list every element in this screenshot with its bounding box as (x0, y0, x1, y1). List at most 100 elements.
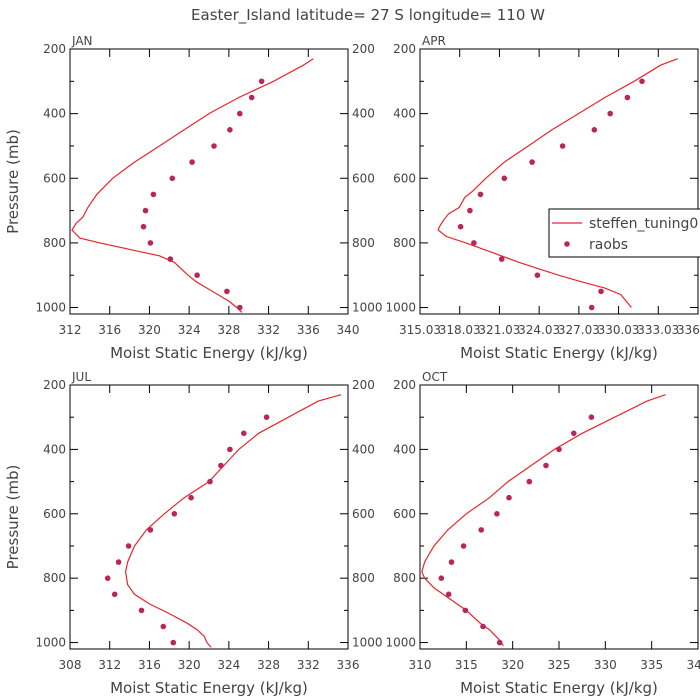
panel-oct: OCT3103153203253303353402002004004006006… (385, 370, 700, 697)
y-tick-label: 600 (393, 507, 416, 521)
x-tick-label: 320 (138, 323, 161, 337)
x-tick-label: 327.03 (558, 323, 600, 337)
raobs-point (227, 446, 233, 453)
raobs-point (142, 207, 149, 214)
raobs-point (477, 191, 484, 198)
raobs-point (460, 543, 467, 549)
x-tick-label: 315.03 (399, 323, 441, 337)
raobs-point (448, 559, 455, 565)
x-axis-label: Moist Static Energy (kJ/kg) (110, 344, 308, 362)
y-tick-label-right: 200 (352, 42, 375, 56)
y-tick-label-right: 800 (352, 236, 375, 250)
y-tick-label: 400 (43, 442, 66, 456)
raobs-point (169, 175, 176, 182)
panel-jan: JAN 312 316 320 324 328 332 336 340 200 200 400 400 6… (4, 34, 383, 362)
x-tick-label: 332 (297, 658, 320, 672)
raobs-point (529, 159, 535, 165)
x-tick-label: 336.03 (677, 323, 700, 337)
y-tick-label-right: 400 (352, 107, 375, 121)
y-tick-label: 1000 (35, 636, 66, 650)
raobs-point (559, 143, 566, 149)
x-tick-label: 320 (501, 658, 524, 672)
raobs-point (104, 575, 111, 581)
panel-jul: JUL 308 312 316 320 324 328 332 336 200 200 400 400 6… (4, 370, 383, 697)
series-line-steffen-tuning0 (124, 394, 342, 648)
y-tick-label: 400 (43, 107, 66, 121)
raobs-point (506, 494, 512, 501)
raobs-point (147, 527, 154, 533)
raobs-point (188, 494, 194, 501)
x-tick-label: 324 (178, 323, 201, 337)
y-axis-label: Pressure (mb) (4, 465, 22, 570)
legend-point-swatch (564, 241, 570, 247)
y-tick-label: 800 (43, 571, 66, 585)
x-tick-label: 312 (59, 323, 82, 337)
x-tick-label: 308 (59, 658, 82, 672)
raobs-point (237, 110, 243, 117)
x-tick-label: 328 (257, 658, 280, 672)
y-tick-label-right: 600 (352, 507, 375, 521)
panel-apr: APR315.03318.03321.03324.03327.03330.033… (385, 34, 700, 362)
y-tick-label: 400 (393, 107, 416, 121)
panel-label: OCT (422, 370, 448, 384)
raobs-point (588, 414, 595, 421)
raobs-point (607, 110, 613, 117)
x-tick-label: 312 (98, 658, 121, 672)
y-tick-label: 800 (393, 236, 416, 250)
raobs-point (526, 478, 533, 485)
y-tick-label: 200 (43, 42, 66, 56)
panel-label: JUL (71, 370, 91, 384)
raobs-point (258, 78, 265, 85)
x-tick-label: 335 (640, 658, 663, 672)
y-tick-label: 200 (43, 378, 66, 392)
series-line-steffen-tuning0 (437, 58, 678, 308)
panel-label: APR (422, 34, 446, 48)
x-axis-label: Moist Static Energy (kJ/kg) (460, 679, 658, 697)
y-tick-label: 400 (393, 442, 416, 456)
y-tick-label-right: 400 (352, 442, 375, 456)
x-tick-label: 332 (257, 323, 280, 337)
raobs-point (241, 430, 247, 437)
y-tick-label-right: 800 (352, 571, 375, 585)
series-line-steffen-tuning0 (421, 394, 666, 647)
figure-title: Easter_Island latitude= 27 S longitude= … (191, 6, 545, 25)
raobs-point (496, 639, 503, 646)
x-tick-label: 316 (138, 658, 161, 672)
plot-frame (69, 384, 349, 650)
raobs-point (556, 446, 562, 453)
raobs-point (207, 478, 213, 485)
y-tick-label-right: 1000 (352, 301, 383, 315)
raobs-point (438, 575, 445, 581)
raobs-point (263, 414, 270, 421)
raobs-point (111, 591, 118, 598)
x-tick-label: 330.03 (598, 323, 640, 337)
raobs-point (498, 256, 505, 262)
raobs-point (150, 191, 157, 198)
raobs-point (211, 143, 217, 149)
raobs-point (445, 591, 452, 598)
raobs-point (171, 511, 178, 517)
raobs-point (248, 94, 255, 101)
raobs-point (571, 430, 577, 437)
raobs-point (138, 607, 145, 614)
raobs-point (147, 240, 154, 246)
plot-frame (419, 384, 699, 650)
x-tick-label: 324.03 (518, 323, 560, 337)
raobs-point (218, 462, 224, 469)
series-line-steffen-tuning0 (71, 58, 314, 313)
raobs-point (598, 288, 604, 295)
x-tick-label: 320 (178, 658, 201, 672)
y-tick-label-right: 600 (352, 171, 375, 185)
y-tick-label-right: 1000 (352, 636, 383, 650)
legend-label-obs: raobs (589, 237, 628, 253)
plot-frame (69, 48, 349, 315)
raobs-point (471, 240, 477, 246)
raobs-point (591, 127, 598, 133)
raobs-point (115, 559, 122, 565)
x-tick-label: 336 (337, 658, 360, 672)
x-tick-label: 340 (337, 323, 360, 337)
raobs-point (543, 462, 549, 469)
y-tick-label: 1000 (35, 301, 66, 315)
